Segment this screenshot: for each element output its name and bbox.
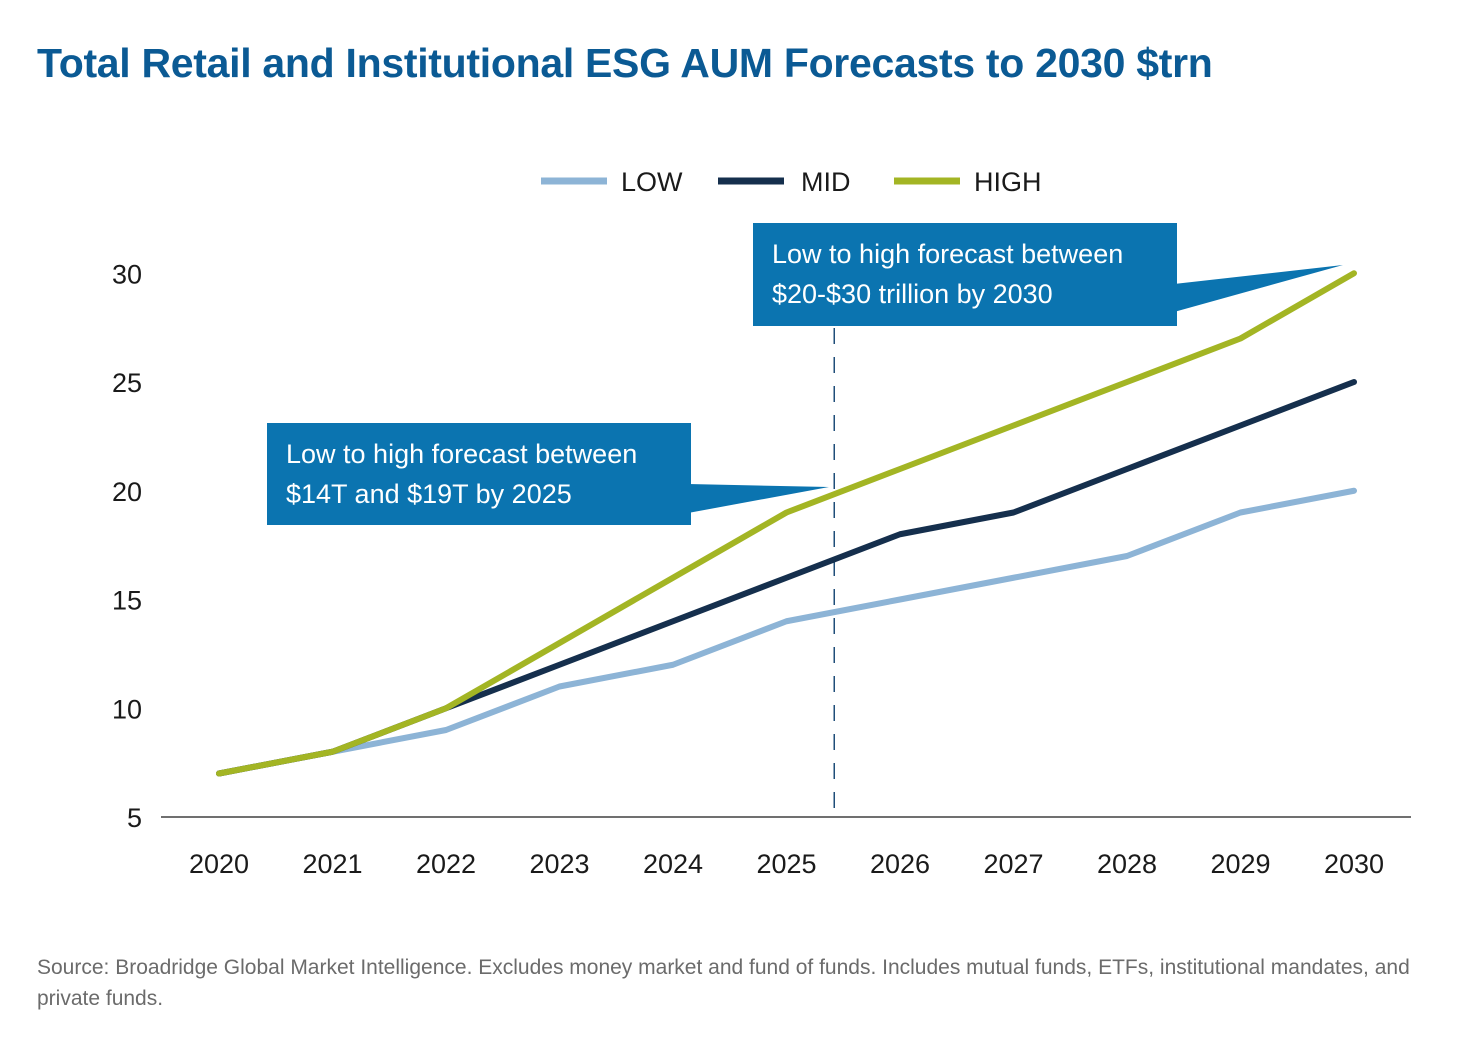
- chart-title: Total Retail and Institutional ESG AUM F…: [37, 40, 1213, 86]
- x-tick-label: 2024: [643, 849, 703, 879]
- callout-2030-pointer: [1174, 265, 1343, 312]
- callout-2025-line2: $14T and $19T by 2025: [286, 479, 572, 509]
- y-tick-label: 10: [112, 694, 142, 724]
- callout-2030: Low to high forecast between $20-$30 tri…: [753, 223, 1177, 326]
- x-tick-label: 2022: [416, 849, 476, 879]
- x-tick-label: 2026: [870, 849, 930, 879]
- callout-2030-line1: Low to high forecast between: [772, 239, 1124, 269]
- series-group: [216, 270, 1357, 777]
- y-tick-label: 5: [127, 803, 142, 833]
- x-tick-label: 2020: [189, 849, 249, 879]
- x-axis: 2020 2021 2022 2023 2024 2025 2026 2027 2028 2029…: [161, 816, 1411, 879]
- callout-2030-line2: $20-$30 trillion by 2030: [772, 279, 1053, 309]
- y-tick-label: 20: [112, 477, 142, 507]
- legend-label-low: LOW: [621, 167, 683, 197]
- legend-label-high: HIGH: [974, 167, 1042, 197]
- callout-2025-pointer: [688, 484, 829, 513]
- callout-2025-line1: Low to high forecast between: [286, 439, 638, 469]
- series-line-high: [216, 270, 1357, 777]
- callout-pointers: [688, 265, 1343, 513]
- x-tick-label: 2021: [302, 849, 362, 879]
- y-axis: 5 10 15 20 25 30: [112, 259, 142, 833]
- x-tick-label: 2027: [983, 849, 1043, 879]
- chart-legend: LOW MID HIGH: [541, 167, 1042, 197]
- y-tick-label: 30: [112, 259, 142, 289]
- x-tick-label: 2029: [1210, 849, 1270, 879]
- legend-label-mid: MID: [801, 167, 851, 197]
- x-tick-label: 2025: [756, 849, 816, 879]
- y-tick-label: 15: [112, 586, 142, 616]
- y-tick-label: 25: [112, 368, 142, 398]
- x-tick-label: 2023: [529, 849, 589, 879]
- source-note: Source: Broadridge Global Market Intelli…: [37, 956, 1410, 1010]
- series-line-low: [216, 487, 1357, 777]
- x-tick-label: 2028: [1097, 849, 1157, 879]
- callout-2025: Low to high forecast between $14T and $1…: [267, 423, 691, 525]
- x-tick-label: 2030: [1324, 849, 1384, 879]
